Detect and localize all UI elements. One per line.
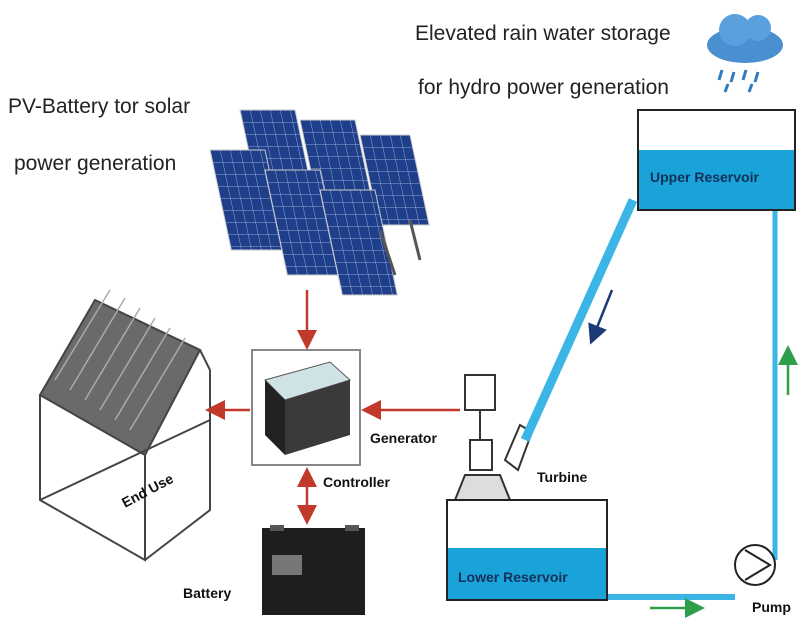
turbine-label: Turbine — [537, 469, 588, 485]
upper-reservoir-label: Upper Reservoir — [650, 169, 759, 185]
solar-caption: power generation — [14, 152, 176, 175]
house — [40, 290, 210, 560]
rain-cloud — [707, 14, 783, 92]
solar-caption: PV-Battery tor solar — [8, 95, 190, 118]
end-use-label: End Use — [119, 470, 176, 511]
generator-label: Generator — [370, 430, 437, 446]
solar-panels — [210, 110, 429, 295]
hydro-caption: Elevated rain water storage — [415, 22, 671, 45]
diagram: Elevated rain water storage for hydro po… — [0, 0, 798, 621]
hydro-caption: for hydro power generation — [418, 76, 669, 99]
generator-turbine — [455, 375, 532, 500]
pump-label: Pump — [752, 599, 791, 615]
controller-label: Controller — [323, 474, 390, 490]
flow-arrow — [592, 290, 612, 340]
lower-reservoir-label: Lower Reservoir — [458, 569, 568, 585]
battery — [262, 525, 365, 615]
battery-label: Battery — [183, 585, 231, 601]
